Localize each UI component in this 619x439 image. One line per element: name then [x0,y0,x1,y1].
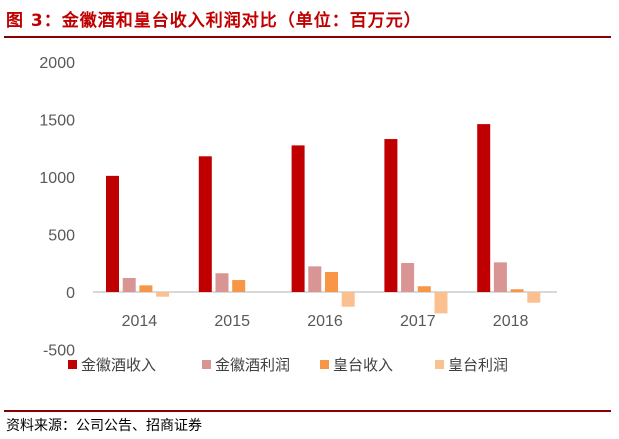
legend-swatch [320,360,329,369]
legend-swatch [435,360,444,369]
bar-金徽酒利润-2015 [215,273,229,292]
bar-金徽酒利润-2017 [401,263,415,292]
bar-金徽酒利润-2018 [493,262,507,292]
x-tick-label: 2015 [214,313,250,330]
legend-swatch [68,360,77,369]
legend-label: 皇台利润 [448,356,508,374]
y-tick-label: 1500 [39,113,75,130]
bar-金徽酒利润-2014 [122,277,136,292]
legend-label: 金徽酒利润 [215,356,290,374]
x-tick-label: 2016 [307,313,343,330]
figure-title: 图 3：金徽酒和皇台收入利润对比（单位：百万元） [6,11,422,31]
bar-皇台收入-2017 [417,286,431,292]
bar-金徽酒收入-2018 [477,124,491,292]
legend-label: 皇台收入 [333,356,393,374]
bar-皇台收入-2014 [139,285,153,292]
bar-皇台利润-2018 [527,292,541,303]
x-tick-label: 2014 [122,313,158,330]
bar-金徽酒收入-2016 [291,145,305,292]
bar-皇台收入-2018 [510,289,524,292]
y-tick-label: 2000 [39,55,75,72]
title-divider [4,36,611,38]
bar-金徽酒利润-2016 [308,266,322,292]
legend-swatch [202,360,211,369]
bar-皇台利润-2014 [156,292,170,297]
bar-皇台利润-2016 [341,292,355,307]
y-tick-label: 1000 [39,170,75,187]
y-tick-label: 500 [48,228,75,245]
legend-label: 金徽酒收入 [81,356,156,374]
x-tick-label: 2018 [493,313,529,330]
source-divider [4,410,611,412]
source-note: 资料来源：公司公告、招商证券 [6,418,202,434]
bar-皇台利润-2017 [434,292,448,314]
bar-金徽酒收入-2017 [384,139,398,292]
bar-皇台收入-2015 [232,280,246,292]
y-tick-label: 0 [66,285,75,302]
bar-金徽酒收入-2014 [106,175,119,292]
bar-皇台收入-2016 [325,271,338,292]
bar-金徽酒收入-2015 [198,156,212,292]
x-tick-label: 2017 [400,313,436,330]
y-tick-label: -500 [43,343,75,360]
